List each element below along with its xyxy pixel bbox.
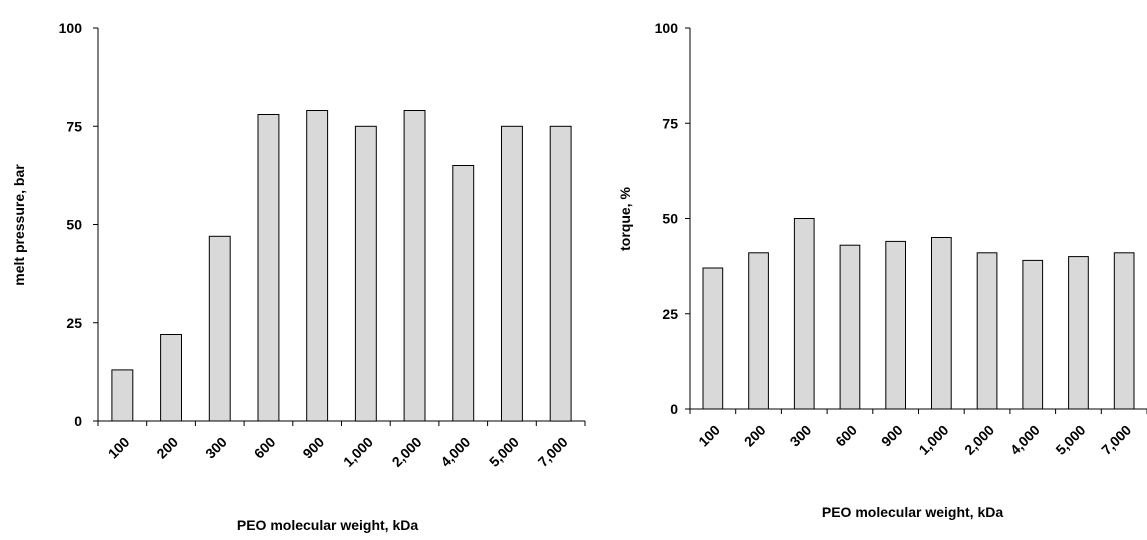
y-tick-label: 25 <box>662 306 678 322</box>
bar <box>160 334 183 422</box>
x-tick-label: 600 <box>832 422 860 450</box>
bar <box>793 218 815 410</box>
x-tick-label: 4,000 <box>437 434 473 470</box>
y-tick-label: 50 <box>662 211 678 227</box>
x-tick-label: 200 <box>741 422 769 450</box>
x-tick-label: 200 <box>153 434 181 462</box>
bar <box>111 369 134 422</box>
x-tick-label: 2,000 <box>961 422 997 458</box>
bar <box>839 244 861 410</box>
y-tick-label: 75 <box>662 115 678 131</box>
torque-chart: 0 25 50 75 100 100 200 300 600 900 1,000 2,000 4,000… <box>617 20 1147 520</box>
bar <box>549 125 572 422</box>
bar <box>452 165 475 422</box>
x-tick-label: 5,000 <box>1052 422 1088 458</box>
x-tick-label: 7,000 <box>1098 422 1134 458</box>
x-tick-label: 5,000 <box>486 434 522 470</box>
bar <box>354 125 377 422</box>
bar <box>1068 256 1089 410</box>
y-tick-label: 0 <box>670 401 678 417</box>
y-axis-title: torque, % <box>617 187 633 251</box>
bar <box>931 237 952 410</box>
y-tick-label: 25 <box>66 315 82 331</box>
bar <box>501 125 523 422</box>
bar <box>257 114 280 422</box>
x-tick-label: 4,000 <box>1007 422 1043 458</box>
x-tick-label: 900 <box>878 422 906 450</box>
bar <box>403 110 426 422</box>
x-tick-label: 300 <box>787 422 815 450</box>
x-tick-label: 1,000 <box>915 422 951 458</box>
x-tick-label: 300 <box>202 434 230 462</box>
bar <box>702 267 724 410</box>
melt-pressure-chart: 0 25 50 75 100 100 200 300 600 900 1,000 2,000 4,000… <box>11 20 586 533</box>
y-tick-label: 75 <box>66 118 82 134</box>
bar <box>748 252 769 410</box>
y-axis-title: melt pressure, bar <box>11 164 27 286</box>
x-tick-label: 600 <box>251 434 279 462</box>
x-tick-label: 900 <box>299 434 327 462</box>
y-tick-label: 50 <box>66 217 82 233</box>
bar <box>1113 252 1135 410</box>
bar <box>976 252 998 410</box>
x-tick-label: 7,000 <box>535 434 571 470</box>
x-tick-label: 100 <box>695 422 723 450</box>
x-tick-label: 1,000 <box>340 434 376 470</box>
x-axis-title: PEO molecular weight, kDa <box>237 517 418 533</box>
bar <box>885 240 906 410</box>
x-tick-label: 2,000 <box>389 434 425 470</box>
bar <box>306 110 329 422</box>
x-axis-title: PEO molecular weight, kDa <box>822 504 1003 520</box>
y-tick-label: 100 <box>655 20 679 36</box>
bar <box>208 235 231 422</box>
x-tick-label: 100 <box>105 434 133 462</box>
y-tick-label: 100 <box>59 20 83 36</box>
bar <box>1022 259 1044 410</box>
y-tick-label: 0 <box>74 413 82 429</box>
